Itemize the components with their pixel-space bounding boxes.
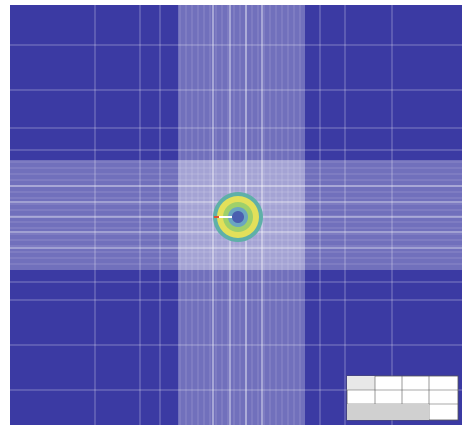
ring-core bbox=[232, 211, 244, 223]
source-rings bbox=[213, 192, 263, 242]
table-footer-cells bbox=[347, 404, 429, 420]
table-header-cell bbox=[347, 376, 375, 390]
info-table bbox=[346, 375, 459, 421]
